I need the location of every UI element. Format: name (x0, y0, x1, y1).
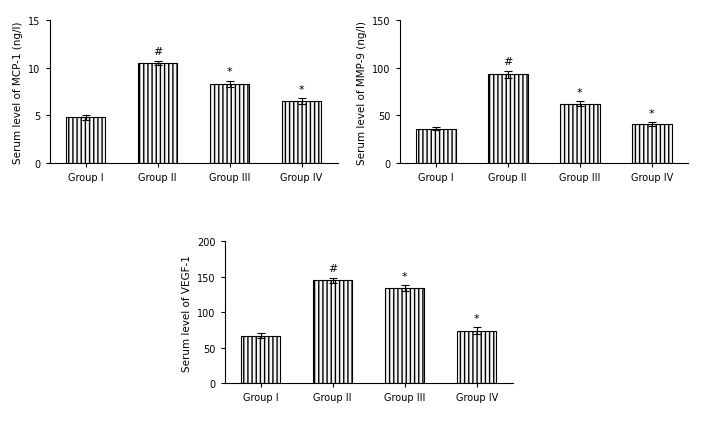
Text: *: * (474, 313, 479, 323)
Bar (138, 64, 177, 163)
Text: *: * (402, 271, 408, 281)
Text: *: * (227, 67, 233, 77)
Bar (416, 129, 456, 163)
Bar (488, 75, 527, 163)
Bar (281, 102, 321, 163)
Y-axis label: Serum level of MCP-1 (ng/l): Serum level of MCP-1 (ng/l) (13, 21, 23, 164)
Bar (241, 336, 281, 383)
Bar (66, 118, 106, 163)
Text: #: # (153, 47, 162, 57)
Text: *: * (298, 85, 304, 95)
Text: #: # (503, 57, 513, 67)
Y-axis label: Serum level of VEGF-1: Serum level of VEGF-1 (182, 254, 191, 371)
Bar (560, 105, 600, 163)
Text: *: * (577, 88, 583, 98)
Bar (313, 280, 352, 383)
Y-axis label: Serum level of MMP-9 (ng/l): Serum level of MMP-9 (ng/l) (357, 20, 367, 164)
Bar (457, 331, 496, 383)
Bar (632, 124, 671, 163)
Bar (385, 288, 425, 383)
Text: *: * (649, 108, 654, 118)
Bar (210, 85, 250, 163)
Text: #: # (328, 264, 337, 274)
